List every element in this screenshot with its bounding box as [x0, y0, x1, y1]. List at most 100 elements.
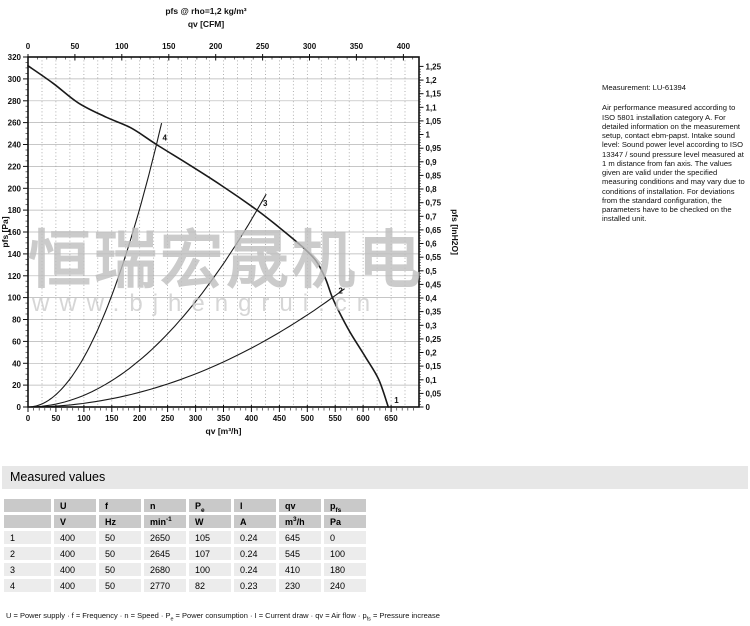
table-cell: 0.24: [234, 563, 276, 576]
svg-text:350: 350: [350, 42, 364, 51]
svg-text:400: 400: [397, 42, 411, 51]
svg-text:0,85: 0,85: [426, 171, 442, 180]
table-legend: U = Power supply · f = Frequency · n = S…: [6, 611, 440, 623]
svg-text:550: 550: [329, 414, 343, 423]
table-row: 1 400 50 2650 105 0.24 645 0: [4, 531, 366, 544]
table-cell: 180: [324, 563, 366, 576]
table-cell: 2645: [144, 547, 186, 560]
plot-border: [27, 56, 420, 408]
svg-text:40: 40: [12, 359, 21, 368]
table-cell: 0: [324, 531, 366, 544]
table-cell: 0.24: [234, 531, 276, 544]
svg-text:200: 200: [133, 414, 147, 423]
svg-text:500: 500: [301, 414, 315, 423]
table-cell: I: [234, 499, 276, 512]
svg-text:260: 260: [8, 119, 22, 128]
svg-text:150: 150: [162, 42, 176, 51]
svg-text:300: 300: [303, 42, 317, 51]
table-cell: 545: [279, 547, 321, 560]
svg-text:1,1: 1,1: [426, 103, 438, 112]
svg-text:0,7: 0,7: [426, 212, 438, 221]
table-cell: n: [144, 499, 186, 512]
svg-text:180: 180: [8, 206, 22, 215]
measurement-id: Measurement: LU-61394: [602, 83, 686, 92]
svg-text:280: 280: [8, 97, 22, 106]
svg-text:pfs @ rho=1,2 kg/m³: pfs @ rho=1,2 kg/m³: [165, 6, 246, 16]
svg-text:qv [CFM]: qv [CFM]: [188, 19, 225, 29]
table-cell: 2770: [144, 579, 186, 592]
table-cell: 50: [99, 547, 141, 560]
svg-text:0,3: 0,3: [426, 321, 438, 330]
svg-text:100: 100: [8, 294, 22, 303]
svg-text:1,15: 1,15: [426, 90, 442, 99]
svg-text:50: 50: [51, 414, 60, 423]
svg-text:1,2: 1,2: [426, 76, 438, 85]
table-cell: 2: [4, 547, 51, 560]
svg-text:0,4: 0,4: [426, 294, 438, 303]
fan-curve: [27, 65, 390, 408]
svg-text:0,6: 0,6: [426, 240, 438, 249]
table-cell: 2680: [144, 563, 186, 576]
table-cell: qv: [279, 499, 321, 512]
chart-grid: [28, 57, 419, 407]
svg-text:300: 300: [189, 414, 203, 423]
measurement-disclaimer: Air performance measured according to IS…: [602, 103, 745, 224]
table-cell: [4, 499, 51, 512]
svg-text:650: 650: [384, 414, 398, 423]
svg-text:300: 300: [8, 75, 22, 84]
svg-text:20: 20: [12, 381, 21, 390]
svg-text:100: 100: [77, 414, 91, 423]
table-cell: V: [54, 515, 96, 528]
svg-text:0,05: 0,05: [426, 389, 442, 398]
section-title: Measured values: [10, 470, 106, 484]
system-curve-4: [27, 122, 163, 408]
table-cell: f: [99, 499, 141, 512]
table-cell: 0.23: [234, 579, 276, 592]
svg-text:450: 450: [273, 414, 287, 423]
svg-text:250: 250: [256, 42, 270, 51]
svg-text:0: 0: [26, 414, 31, 423]
table-cell: U: [54, 499, 96, 512]
table-cell: 400: [54, 563, 96, 576]
svg-text:0,35: 0,35: [426, 308, 442, 317]
svg-text:0,15: 0,15: [426, 362, 442, 371]
svg-text:0: 0: [26, 42, 31, 51]
measured-values-section-bar: Measured values: [2, 466, 748, 489]
operating-point-label-2: 2: [338, 287, 343, 296]
svg-text:1,05: 1,05: [426, 117, 442, 126]
table-cell: A: [234, 515, 276, 528]
table-cell: pfs: [324, 499, 366, 512]
svg-text:1: 1: [426, 131, 431, 140]
svg-text:0,8: 0,8: [426, 185, 438, 194]
table-row: 4 400 50 2770 82 0.23 230 240: [4, 579, 366, 592]
svg-text:150: 150: [105, 414, 119, 423]
fan-performance-chart: 0 50 100 150 200 250 300 350 400 450 500 550 600 650 0…: [0, 0, 460, 460]
table-cell: Hz: [99, 515, 141, 528]
svg-text:0,45: 0,45: [426, 280, 442, 289]
table-cell: 82: [189, 579, 231, 592]
table-cell: 645: [279, 531, 321, 544]
svg-text:50: 50: [70, 42, 79, 51]
measurement-notes: Measurement: LU-61394 Air performance me…: [602, 83, 750, 224]
svg-text:0,9: 0,9: [426, 158, 438, 167]
table-cell: 400: [54, 579, 96, 592]
table-cell: 50: [99, 531, 141, 544]
table-cell: 1: [4, 531, 51, 544]
operating-point-labels: 1 2 3 4: [163, 134, 400, 406]
svg-text:600: 600: [356, 414, 370, 423]
table-cell: 107: [189, 547, 231, 560]
table-cell: 0.24: [234, 547, 276, 560]
system-curve-3: [27, 193, 267, 408]
table-cell: 50: [99, 563, 141, 576]
svg-text:0,2: 0,2: [426, 349, 438, 358]
table-cell: 2650: [144, 531, 186, 544]
svg-text:220: 220: [8, 162, 22, 171]
svg-text:60: 60: [12, 337, 21, 346]
table-cell: 50: [99, 579, 141, 592]
svg-text:0,75: 0,75: [426, 199, 442, 208]
svg-text:0,65: 0,65: [426, 226, 442, 235]
